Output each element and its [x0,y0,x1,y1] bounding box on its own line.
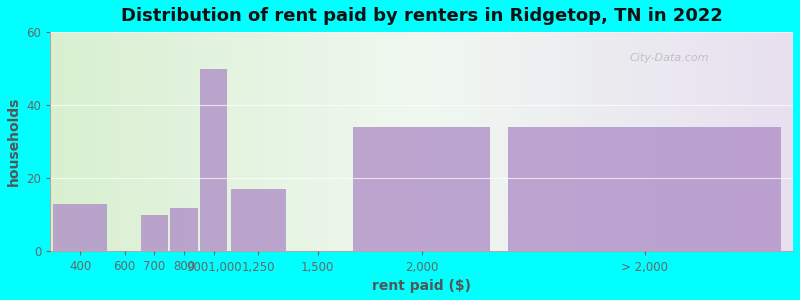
Title: Distribution of rent paid by renters in Ridgetop, TN in 2022: Distribution of rent paid by renters in … [121,7,722,25]
Bar [141,215,168,251]
Bar [200,69,227,251]
Bar [170,208,198,251]
Bar [508,127,781,251]
X-axis label: rent paid ($): rent paid ($) [372,279,471,293]
Bar [354,127,490,251]
Y-axis label: households: households [7,97,21,187]
Bar [231,189,286,251]
Bar [53,204,107,251]
Text: City-Data.com: City-Data.com [630,53,709,63]
